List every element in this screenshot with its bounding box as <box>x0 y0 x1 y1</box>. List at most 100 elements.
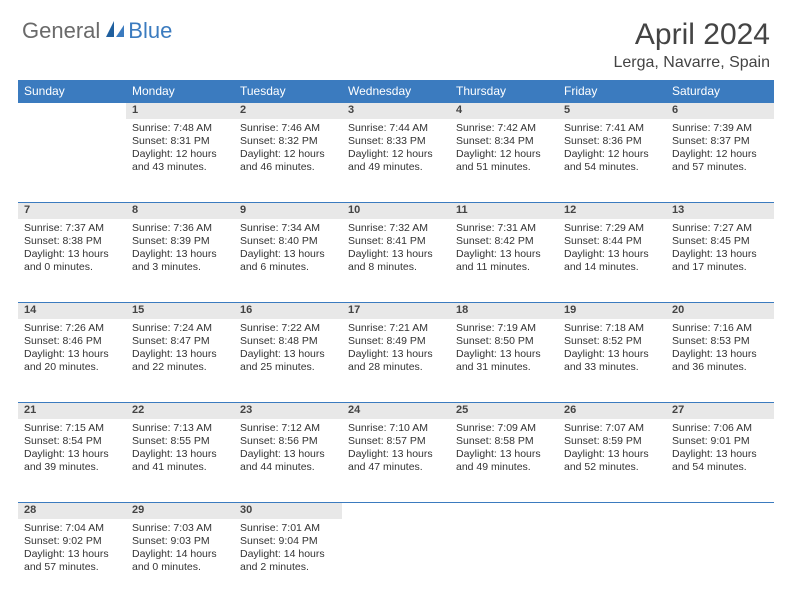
d1-text: Daylight: 13 hours <box>24 448 120 461</box>
sunset-text: Sunset: 8:53 PM <box>672 335 768 348</box>
d1-text: Daylight: 12 hours <box>564 148 660 161</box>
day-cell: Sunrise: 7:24 AMSunset: 8:47 PMDaylight:… <box>126 319 234 403</box>
sunset-text: Sunset: 8:33 PM <box>348 135 444 148</box>
day-header-row: Sunday Monday Tuesday Wednesday Thursday… <box>18 80 774 103</box>
sunset-text: Sunset: 8:40 PM <box>240 235 336 248</box>
sunrise-text: Sunrise: 7:32 AM <box>348 222 444 235</box>
day-cell: Sunrise: 7:36 AMSunset: 8:39 PMDaylight:… <box>126 219 234 303</box>
day-number: 16 <box>234 303 342 319</box>
d2-text: and 17 minutes. <box>672 261 768 274</box>
day-cell: Sunrise: 7:18 AMSunset: 8:52 PMDaylight:… <box>558 319 666 403</box>
day-cell: Sunrise: 7:04 AMSunset: 9:02 PMDaylight:… <box>18 519 126 603</box>
sunrise-text: Sunrise: 7:18 AM <box>564 322 660 335</box>
sunrise-text: Sunrise: 7:03 AM <box>132 522 228 535</box>
sunset-text: Sunset: 8:59 PM <box>564 435 660 448</box>
logo-text-blue: Blue <box>128 18 172 44</box>
day-number: 29 <box>126 503 234 519</box>
day-number: 27 <box>666 403 774 419</box>
d2-text: and 31 minutes. <box>456 361 552 374</box>
d2-text: and 33 minutes. <box>564 361 660 374</box>
day-number <box>18 103 126 119</box>
day-number: 15 <box>126 303 234 319</box>
d2-text: and 0 minutes. <box>132 561 228 574</box>
day-cell: Sunrise: 7:44 AMSunset: 8:33 PMDaylight:… <box>342 119 450 203</box>
d1-text: Daylight: 13 hours <box>132 448 228 461</box>
day-cell: Sunrise: 7:37 AMSunset: 8:38 PMDaylight:… <box>18 219 126 303</box>
sunrise-text: Sunrise: 7:42 AM <box>456 122 552 135</box>
day-cell <box>558 519 666 603</box>
day-cell: Sunrise: 7:48 AMSunset: 8:31 PMDaylight:… <box>126 119 234 203</box>
sunset-text: Sunset: 8:46 PM <box>24 335 120 348</box>
sunrise-text: Sunrise: 7:06 AM <box>672 422 768 435</box>
sunset-text: Sunset: 9:02 PM <box>24 535 120 548</box>
d2-text: and 47 minutes. <box>348 461 444 474</box>
day-cell: Sunrise: 7:06 AMSunset: 9:01 PMDaylight:… <box>666 419 774 503</box>
d1-text: Daylight: 13 hours <box>672 348 768 361</box>
d2-text: and 0 minutes. <box>24 261 120 274</box>
daynum-row: 14151617181920 <box>18 303 774 319</box>
d2-text: and 52 minutes. <box>564 461 660 474</box>
sunset-text: Sunset: 8:41 PM <box>348 235 444 248</box>
day-number: 9 <box>234 203 342 219</box>
day-number: 30 <box>234 503 342 519</box>
day-number: 24 <box>342 403 450 419</box>
d1-text: Daylight: 13 hours <box>240 348 336 361</box>
day-number: 13 <box>666 203 774 219</box>
d2-text: and 11 minutes. <box>456 261 552 274</box>
d2-text: and 49 minutes. <box>348 161 444 174</box>
day-number <box>558 503 666 519</box>
day-header: Monday <box>126 80 234 103</box>
d1-text: Daylight: 13 hours <box>348 448 444 461</box>
daynum-row: 21222324252627 <box>18 403 774 419</box>
content-row: Sunrise: 7:04 AMSunset: 9:02 PMDaylight:… <box>18 519 774 603</box>
day-number: 3 <box>342 103 450 119</box>
sunset-text: Sunset: 8:31 PM <box>132 135 228 148</box>
sunset-text: Sunset: 8:37 PM <box>672 135 768 148</box>
d1-text: Daylight: 13 hours <box>564 248 660 261</box>
d1-text: Daylight: 13 hours <box>564 348 660 361</box>
day-cell: Sunrise: 7:31 AMSunset: 8:42 PMDaylight:… <box>450 219 558 303</box>
d2-text: and 54 minutes. <box>672 461 768 474</box>
sunrise-text: Sunrise: 7:31 AM <box>456 222 552 235</box>
day-cell: Sunrise: 7:09 AMSunset: 8:58 PMDaylight:… <box>450 419 558 503</box>
day-number: 1 <box>126 103 234 119</box>
day-cell: Sunrise: 7:21 AMSunset: 8:49 PMDaylight:… <box>342 319 450 403</box>
d1-text: Daylight: 13 hours <box>456 348 552 361</box>
sunset-text: Sunset: 8:32 PM <box>240 135 336 148</box>
day-cell: Sunrise: 7:26 AMSunset: 8:46 PMDaylight:… <box>18 319 126 403</box>
day-number: 23 <box>234 403 342 419</box>
d1-text: Daylight: 12 hours <box>456 148 552 161</box>
day-number: 7 <box>18 203 126 219</box>
sunrise-text: Sunrise: 7:22 AM <box>240 322 336 335</box>
day-cell: Sunrise: 7:27 AMSunset: 8:45 PMDaylight:… <box>666 219 774 303</box>
day-cell: Sunrise: 7:19 AMSunset: 8:50 PMDaylight:… <box>450 319 558 403</box>
day-cell: Sunrise: 7:42 AMSunset: 8:34 PMDaylight:… <box>450 119 558 203</box>
sunrise-text: Sunrise: 7:16 AM <box>672 322 768 335</box>
d1-text: Daylight: 12 hours <box>132 148 228 161</box>
content-row: Sunrise: 7:37 AMSunset: 8:38 PMDaylight:… <box>18 219 774 303</box>
logo-text-general: General <box>22 18 100 44</box>
sunrise-text: Sunrise: 7:41 AM <box>564 122 660 135</box>
day-number: 26 <box>558 403 666 419</box>
d1-text: Daylight: 13 hours <box>456 248 552 261</box>
sunset-text: Sunset: 9:01 PM <box>672 435 768 448</box>
d1-text: Daylight: 13 hours <box>672 248 768 261</box>
day-number: 6 <box>666 103 774 119</box>
d2-text: and 14 minutes. <box>564 261 660 274</box>
day-cell: Sunrise: 7:32 AMSunset: 8:41 PMDaylight:… <box>342 219 450 303</box>
day-number: 10 <box>342 203 450 219</box>
day-number: 4 <box>450 103 558 119</box>
day-header: Sunday <box>18 80 126 103</box>
day-cell: Sunrise: 7:22 AMSunset: 8:48 PMDaylight:… <box>234 319 342 403</box>
d2-text: and 2 minutes. <box>240 561 336 574</box>
sunset-text: Sunset: 9:04 PM <box>240 535 336 548</box>
sunset-text: Sunset: 8:50 PM <box>456 335 552 348</box>
d1-text: Daylight: 13 hours <box>564 448 660 461</box>
sunrise-text: Sunrise: 7:37 AM <box>24 222 120 235</box>
sunrise-text: Sunrise: 7:09 AM <box>456 422 552 435</box>
sunset-text: Sunset: 8:47 PM <box>132 335 228 348</box>
d1-text: Daylight: 14 hours <box>240 548 336 561</box>
sunrise-text: Sunrise: 7:46 AM <box>240 122 336 135</box>
day-cell: Sunrise: 7:01 AMSunset: 9:04 PMDaylight:… <box>234 519 342 603</box>
sunrise-text: Sunrise: 7:12 AM <box>240 422 336 435</box>
